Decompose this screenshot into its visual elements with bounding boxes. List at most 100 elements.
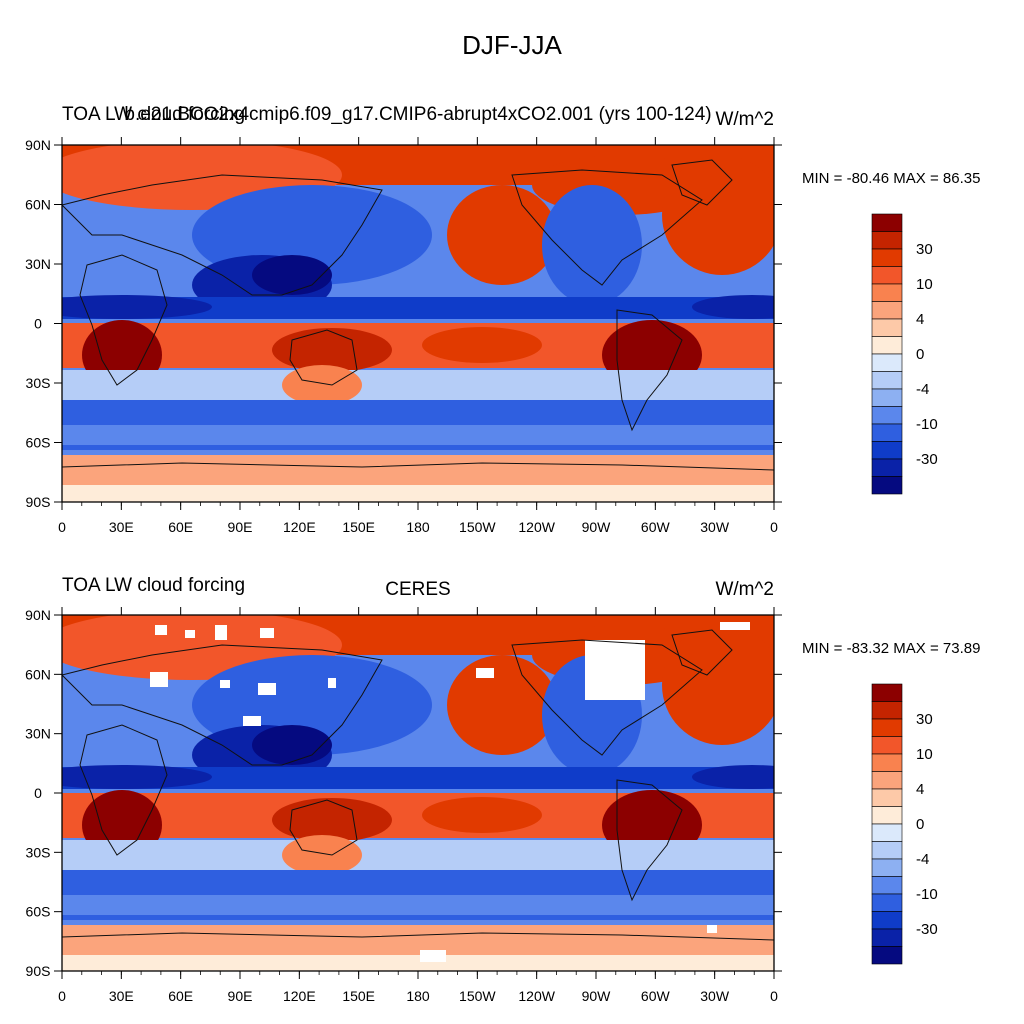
panel-1-ticks: 90N 60N 30N 0 30S 60S 90S 0 30E 60E 90E 120E 150E 180… — [25, 137, 782, 535]
lon-tick-label: 150E — [342, 988, 375, 1004]
panel-1-map — [62, 145, 774, 502]
colorbar-swatch — [871, 806, 903, 825]
panel-2-colorbar: 30 10 4 0 -4 -10 -30 — [871, 683, 938, 965]
colorbar-swatch — [871, 441, 903, 460]
colorbar-swatch — [871, 858, 903, 877]
lon-tick-label: 150W — [459, 988, 496, 1004]
colorbar-swatch — [871, 876, 903, 895]
colorbar-label: 0 — [916, 346, 924, 363]
lon-tick-label: 90E — [228, 988, 253, 1004]
colorbar-label: 10 — [916, 276, 933, 293]
lon-tick-label: 180 — [406, 519, 430, 535]
colorbar-label: -10 — [916, 416, 938, 433]
lon-tick-label: 60E — [168, 988, 193, 1004]
colorbar-label: 0 — [916, 816, 924, 833]
lon-tick-label: 120E — [283, 988, 316, 1004]
lat-tick-label: 30S — [26, 375, 51, 391]
colorbar-label: 30 — [916, 711, 933, 728]
colorbar-swatch — [871, 266, 903, 285]
colorbar-swatch — [871, 301, 903, 320]
colorbar-swatch — [871, 248, 903, 267]
colorbar-swatch — [871, 928, 903, 947]
colorbar-swatch — [871, 736, 903, 755]
colorbar-swatch — [871, 701, 903, 720]
lon-tick-label: 150W — [459, 519, 496, 535]
colorbar-swatch — [871, 841, 903, 860]
lon-tick-label: 90W — [582, 988, 612, 1004]
colorbar-label: -30 — [916, 451, 938, 468]
lat-tick-label: 60S — [26, 904, 51, 920]
panel-2-center-title: CERES — [385, 579, 451, 600]
colorbar-label: 4 — [916, 311, 924, 328]
panel-1-left-title: TOA LW cloud forcing — [62, 104, 246, 125]
colorbar-swatch — [871, 683, 903, 702]
panel-1-units: W/m^2 — [715, 109, 774, 130]
panel-1-colorbar: 30 10 4 0 -4 -10 -30 — [871, 213, 938, 495]
colorbar-label: -4 — [916, 851, 929, 868]
lat-tick-label: 90S — [26, 494, 51, 510]
lon-tick-label: 30W — [700, 519, 730, 535]
colorbar-label: 30 — [916, 241, 933, 258]
lat-tick-label: 30S — [26, 844, 51, 860]
colorbar-swatch — [871, 371, 903, 390]
colorbar-swatch — [871, 283, 903, 302]
colorbar-swatch — [871, 946, 903, 965]
colorbar-swatch — [871, 788, 903, 807]
colorbar-swatch — [871, 718, 903, 737]
colorbar-swatch — [871, 753, 903, 772]
colorbar-swatch — [871, 423, 903, 442]
lat-tick-label: 0 — [34, 785, 42, 801]
colorbar-swatch — [871, 336, 903, 355]
lon-tick-label: 90W — [582, 519, 612, 535]
lon-tick-label: 180 — [406, 988, 430, 1004]
colorbar-label: -4 — [916, 381, 929, 398]
lat-tick-label: 60N — [25, 666, 51, 682]
lat-tick-label: 0 — [34, 316, 42, 332]
lat-tick-label: 60S — [26, 435, 51, 451]
lon-tick-label: 60E — [168, 519, 193, 535]
lat-tick-label: 90S — [26, 963, 51, 979]
colorbar-swatch — [871, 458, 903, 477]
colorbar-swatch — [871, 893, 903, 912]
colorbar-label: -10 — [916, 886, 938, 903]
lon-tick-label: 60W — [641, 519, 671, 535]
lon-tick-label: 90E — [228, 519, 253, 535]
lon-tick-label: 30E — [109, 988, 134, 1004]
panel-2-map — [62, 615, 774, 971]
lat-tick-label: 90N — [25, 607, 51, 623]
lat-tick-label: 30N — [25, 256, 51, 272]
lon-tick-label: 120W — [518, 519, 555, 535]
page-title: DJF-JJA — [462, 30, 562, 60]
colorbar-label: 4 — [916, 781, 924, 798]
colorbar-swatch — [871, 353, 903, 372]
colorbar-swatch — [871, 823, 903, 842]
lon-tick-label: 30E — [109, 519, 134, 535]
colorbar-swatch — [871, 318, 903, 337]
colorbar-swatch — [871, 771, 903, 790]
lon-tick-label: 120E — [283, 519, 316, 535]
lat-tick-label: 60N — [25, 197, 51, 213]
panel-2-min-max: MIN = -83.32 MAX = 73.89 — [802, 640, 981, 657]
lat-tick-label: 90N — [25, 137, 51, 153]
colorbar-label: 10 — [916, 746, 933, 763]
lon-tick-label: 30W — [700, 988, 730, 1004]
lat-tick-label: 30N — [25, 726, 51, 742]
lon-tick-label: 0 — [770, 519, 778, 535]
colorbar-swatch — [871, 406, 903, 425]
lon-tick-label: 60W — [641, 988, 671, 1004]
panel-2-units: W/m^2 — [715, 579, 774, 600]
panel-2-left-title: TOA LW cloud forcing — [62, 575, 246, 596]
lon-tick-label: 150E — [342, 519, 375, 535]
lon-tick-label: 120W — [518, 988, 555, 1004]
panel-1-center-title: b.e21.BCO2x4cmip6.f09_g17.CMIP6-abrupt4x… — [124, 104, 712, 125]
colorbar-swatch — [871, 231, 903, 250]
colorbar-label: -30 — [916, 921, 938, 938]
lon-tick-label: 0 — [58, 988, 66, 1004]
colorbar-swatch — [871, 388, 903, 407]
colorbar-swatch — [871, 476, 903, 495]
panel-2-ticks: 90N 60N 30N 0 30S 60S 90S 0 30E 60E 90E 120E 150E 180… — [25, 607, 782, 1004]
colorbar-swatch — [871, 911, 903, 930]
lon-tick-label: 0 — [58, 519, 66, 535]
colorbar-swatch — [871, 213, 903, 232]
